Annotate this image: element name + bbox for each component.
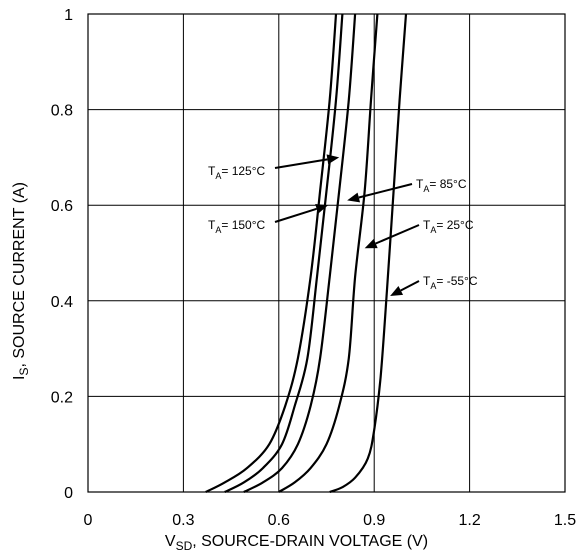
- x-tick-label: 1.5: [554, 512, 576, 529]
- arrow-head-icon: [315, 204, 329, 214]
- series-line-0: [205, 13, 338, 493]
- series-line-1: [224, 13, 344, 493]
- annotation-label: TA= 150°C: [208, 218, 266, 235]
- x-tick-label: 0.9: [363, 512, 385, 529]
- y-tick-label: 0: [64, 485, 73, 502]
- series-line-4: [329, 13, 408, 494]
- x-tick-label: 0: [84, 512, 93, 529]
- y-tick-label: 1: [64, 7, 73, 24]
- arrow-head-icon: [390, 286, 404, 297]
- x-tick-label: 1.2: [458, 512, 480, 529]
- series-line-2: [243, 13, 357, 493]
- annotation-arrow: [358, 183, 413, 199]
- y-tick-label: 0.2: [51, 389, 73, 406]
- annotation-label: TA= -55°C: [423, 274, 478, 291]
- arrow-head-icon: [326, 154, 340, 165]
- annotation-arrow: [400, 280, 420, 292]
- series-lines: [205, 13, 408, 494]
- tick-labels: 0 0.3 0.6 0.9 1.2 1.5 0 0.2 0.4 0.6 0.8 1: [51, 7, 576, 529]
- annotation-arrow: [375, 224, 420, 245]
- x-axis-title: VSD, SOURCE-DRAIN VOLTAGE (V): [165, 533, 428, 552]
- arrow-head-icon: [364, 238, 378, 249]
- arrow-head-icon: [347, 192, 361, 203]
- y-tick-label: 0.4: [51, 294, 73, 311]
- annotation-label: TA= 85°C: [416, 177, 467, 194]
- y-tick-label: 0.8: [51, 103, 73, 120]
- x-tick-label: 0.3: [172, 512, 194, 529]
- annotations: TA= 125°C TA= 150°C TA= 85°C TA= 25°C TA= -5…: [208, 154, 478, 297]
- series-line-3: [278, 13, 379, 493]
- annotation-label: TA= 125°C: [208, 164, 266, 181]
- y-axis-title: IS, SOURCE CURRENT (A): [11, 182, 31, 380]
- x-tick-label: 0.6: [268, 512, 290, 529]
- grid: [87, 13, 566, 493]
- annotation-label: TA= 25°C: [423, 218, 474, 235]
- annotation-arrow: [274, 207, 317, 223]
- plot-frame: [87, 13, 566, 493]
- y-tick-label: 0.6: [51, 198, 73, 215]
- annotation-arrow: [274, 158, 328, 169]
- axis-titles: VSD, SOURCE-DRAIN VOLTAGE (V) IS, SOURCE …: [11, 182, 428, 552]
